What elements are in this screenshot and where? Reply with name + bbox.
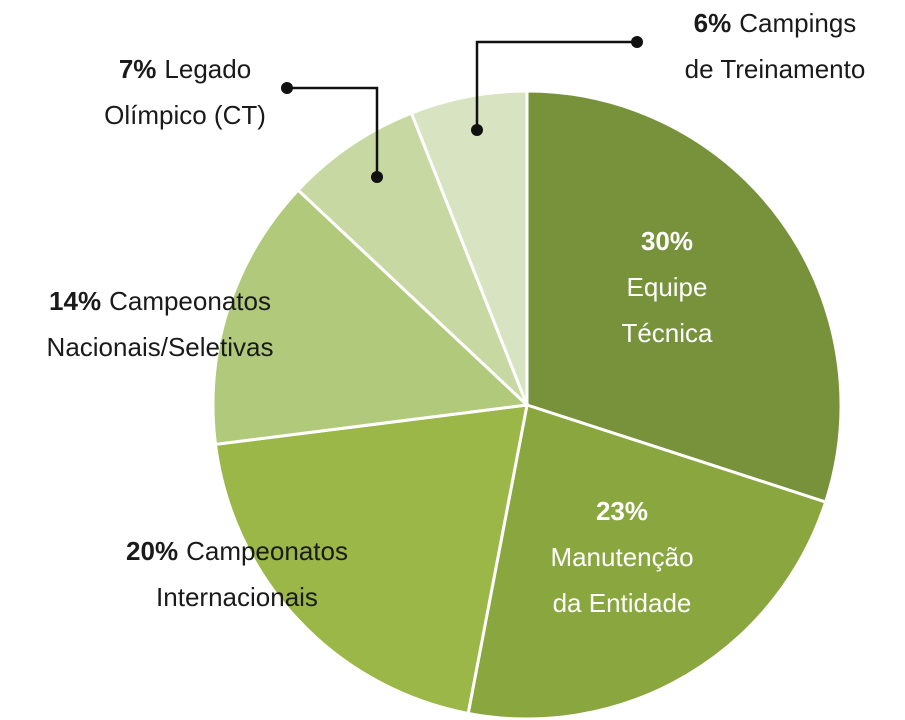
leader-dot [281, 82, 293, 94]
category-label: Nacionais/Seletivas [47, 332, 274, 362]
category-label: Campeonatos [109, 286, 271, 316]
category-label: Equipe [627, 272, 708, 302]
value-label: 14% [49, 286, 101, 316]
leader-dot [371, 171, 383, 183]
category-label: da Entidade [553, 588, 692, 618]
category-label: Técnica [621, 318, 713, 348]
category-label: de Treinamento [685, 54, 866, 84]
data-label: 30% [641, 226, 693, 256]
value-label: 20% [126, 536, 178, 566]
leader-dot [471, 124, 483, 136]
pie-slice [295, 111, 529, 407]
value-label: 23% [596, 496, 648, 526]
category-label: Manutenção [550, 542, 693, 572]
value-label: 30% [641, 226, 693, 256]
data-label: 7% Legado [119, 54, 251, 84]
category-label: Campeonatos [186, 536, 348, 566]
pie [211, 89, 843, 720]
pie-slice [211, 187, 531, 447]
data-label: 6% Campings [694, 8, 857, 38]
category-label: Olímpico (CT) [104, 100, 266, 130]
value-label: 7% [119, 54, 157, 84]
leader-dot [631, 36, 643, 48]
value-label: 6% [694, 8, 732, 38]
pie-slice [466, 403, 828, 720]
data-label: 23% [596, 496, 648, 526]
category-label: Legado [164, 54, 251, 84]
pie-slice [213, 403, 529, 716]
data-label: 20% Campeonatos [126, 536, 348, 566]
pie-slice [525, 89, 843, 504]
leader-line [287, 86, 379, 177]
category-label: Campings [739, 8, 856, 38]
data-label: 14% Campeonatos [49, 286, 271, 316]
pie-slice [409, 89, 529, 406]
leader-line [475, 40, 637, 130]
category-label: Internacionais [156, 582, 318, 612]
